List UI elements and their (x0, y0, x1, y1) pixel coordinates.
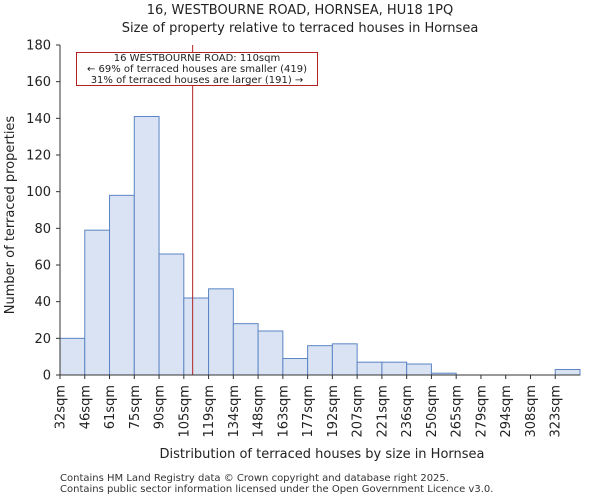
y-tick-label: 20 (34, 332, 51, 347)
bar-75sqm (133, 116, 160, 376)
x-tick-label: 163sqm (276, 385, 291, 438)
x-tick-label: 308sqm (524, 385, 539, 438)
x-tick-label: 250sqm (425, 385, 440, 438)
x-tick-label: 265sqm (450, 385, 465, 438)
y-axis-label: Number of terraced properties (3, 116, 18, 315)
y-tick-label: 120 (26, 149, 51, 164)
y-tick-label: 180 (26, 39, 51, 54)
bar-119sqm (208, 288, 234, 376)
x-tick-label: 75sqm (128, 385, 143, 429)
x-tick-label: 32sqm (54, 385, 69, 429)
bar-192sqm (331, 343, 358, 376)
x-tick-label: 90sqm (153, 385, 168, 429)
bar-61sqm (109, 194, 135, 376)
bar-46sqm (84, 229, 111, 376)
y-tick-label: 60 (34, 259, 51, 274)
bar-221sqm (381, 361, 408, 376)
x-tick-label: 119sqm (202, 385, 217, 438)
marker-annotation-box: 16 WESTBOURNE ROAD: 110sqm ← 69% of terr… (76, 52, 318, 86)
x-tick-label: 279sqm (474, 385, 489, 438)
x-tick-label: 177sqm (301, 385, 316, 438)
footer-line-2: Contains public sector information licen… (60, 484, 494, 495)
bar-236sqm (406, 363, 432, 376)
footer-line-1: Contains HM Land Registry data © Crown c… (60, 473, 449, 484)
y-tick-label: 100 (26, 185, 51, 200)
bar-177sqm (307, 345, 333, 376)
bar-207sqm (356, 361, 383, 376)
x-axis-label: Distribution of terraced houses by size … (159, 447, 484, 462)
chart-title-block: 16, WESTBOURNE ROAD, HORNSEA, HU18 1PQ S… (0, 2, 600, 38)
annotation-line-2: ← 69% of terraced houses are smaller (41… (86, 64, 308, 75)
x-tick-label: 294sqm (499, 385, 514, 438)
axes-layer: 0 20 40 60 80 100 120 140 160 180 32sqm 46sqm 61sqm 7… (26, 39, 580, 438)
chart-subtitle: Size of property relative to terraced ho… (121, 21, 479, 36)
x-tick-label: 207sqm (351, 385, 366, 438)
y-tick-label: 80 (34, 222, 51, 237)
annotation-line-3: 31% of terraced houses are larger (191) … (90, 75, 304, 86)
y-tick-label: 160 (26, 75, 51, 90)
bar-105sqm (183, 297, 210, 376)
y-tick-label: 140 (26, 112, 51, 127)
bar-148sqm (257, 330, 284, 376)
x-tick-label: 221sqm (375, 385, 390, 438)
x-tick-label: 134sqm (227, 385, 242, 438)
bar-134sqm (232, 323, 259, 376)
x-tick-label: 148sqm (252, 385, 267, 438)
annotation-line-1: 16 WESTBOURNE ROAD: 110sqm (113, 53, 281, 64)
bars-layer (59, 116, 581, 376)
x-tick-label: 61sqm (103, 385, 118, 429)
x-tick-label: 236sqm (400, 385, 415, 438)
bar-323sqm (554, 369, 581, 376)
y-tick-label: 40 (34, 295, 51, 310)
chart-title: 16, WESTBOURNE ROAD, HORNSEA, HU18 1PQ (146, 3, 454, 18)
bar-163sqm (282, 358, 309, 376)
x-tick-label: 323sqm (549, 385, 564, 438)
x-tick-label: 192sqm (326, 385, 341, 438)
bar-90sqm (158, 253, 185, 376)
x-tick-label: 105sqm (177, 385, 192, 438)
bar-32sqm (59, 337, 86, 376)
y-tick-label: 0 (43, 369, 51, 384)
x-tick-label: 46sqm (78, 385, 93, 429)
footer: Contains HM Land Registry data © Crown c… (60, 473, 493, 495)
